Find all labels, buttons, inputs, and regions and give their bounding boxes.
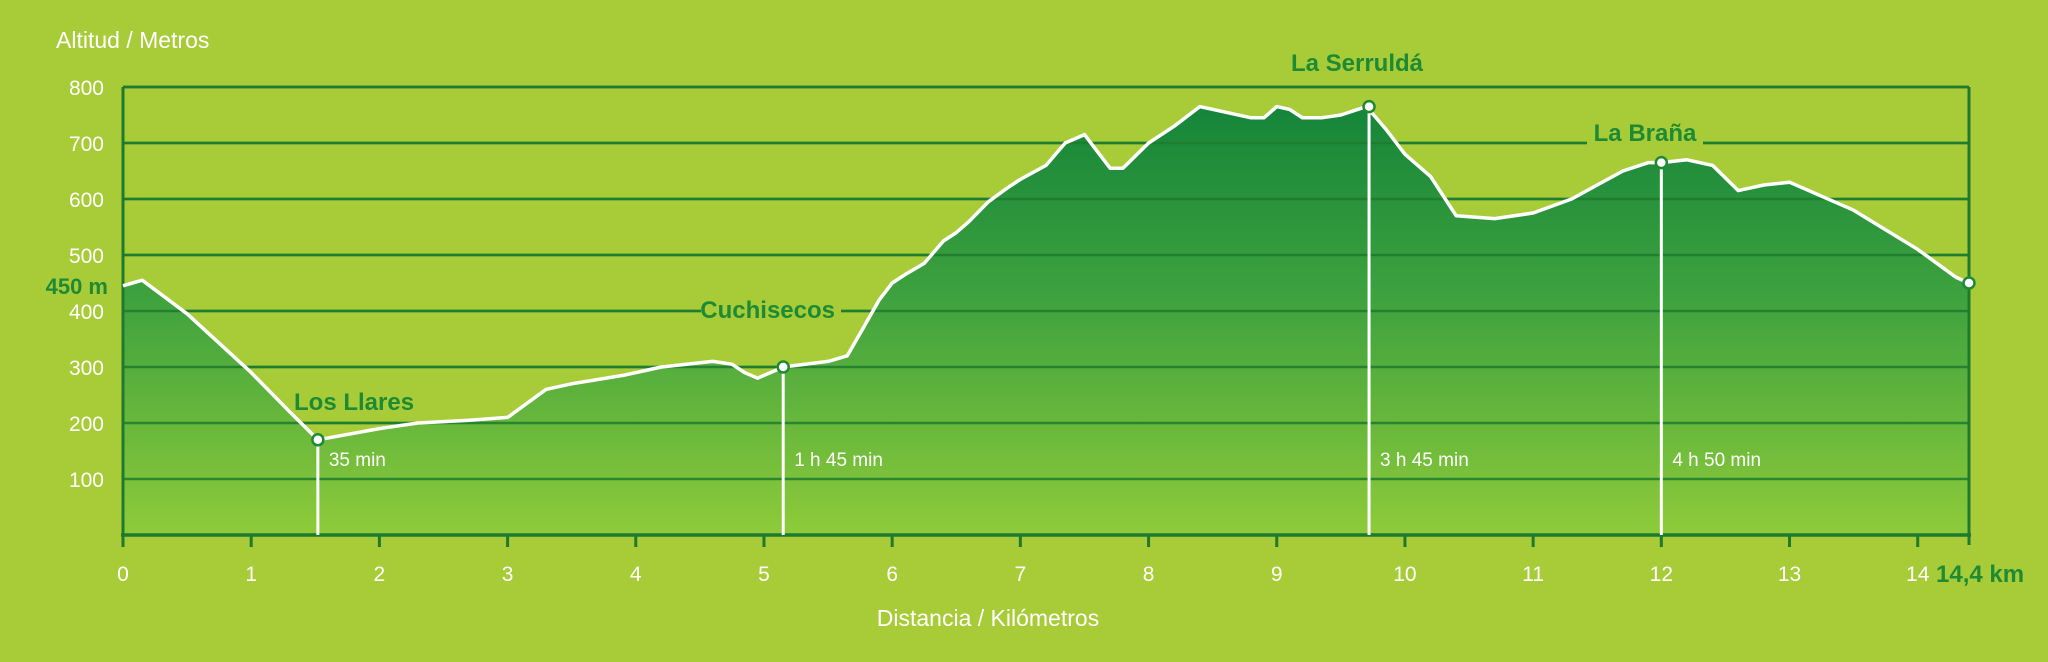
waypoint-time: 3 h 45 min	[1380, 450, 1469, 471]
x-tick-label: 10	[1393, 563, 1416, 586]
y-tick-label: 200	[69, 413, 104, 436]
x-tick-label: 7	[1015, 563, 1027, 586]
y-tick-label: 100	[69, 469, 104, 492]
x-tick-label: 8	[1143, 563, 1155, 586]
y-tick-label: 700	[69, 133, 104, 156]
x-tick-labels: 0 1 2 3 4 5 6 7 8 9 10 11 12 13 14	[117, 563, 1930, 586]
waypoint-label-backdrop	[1587, 119, 1703, 149]
x-tick-label: 1	[245, 563, 257, 586]
waypoint-marker	[776, 360, 790, 374]
waypoint-time: 4 h 50 min	[1672, 450, 1761, 471]
x-tick-label: 9	[1271, 563, 1283, 586]
waypoint-marker	[311, 433, 325, 447]
waypoint-marker	[1654, 155, 1669, 170]
waypoint-name: La Serruldá	[1291, 50, 1424, 77]
waypoint-time: 35 min	[329, 450, 386, 471]
x-tick-label: 2	[374, 563, 386, 586]
x-tick-label: 11	[1522, 563, 1544, 586]
end-distance-label: 14,4 km	[1936, 561, 2024, 588]
waypoints: Los Llares 35 min Cuchisecos 1 h 45 min La S…	[294, 50, 1976, 535]
elevation-line	[122, 104, 1970, 442]
y-tick-labels: 100 200 300 400 500 600 700 800	[69, 77, 104, 492]
x-axis-title: Distancia / Kilómetros	[877, 605, 1099, 631]
waypoint-name: La Braña	[1594, 120, 1697, 147]
end-point-marker	[1962, 276, 1976, 290]
y-tick-label: 800	[69, 77, 104, 100]
waypoint-marker	[1362, 99, 1376, 114]
waypoint-time: 1 h 45 min	[794, 450, 883, 471]
y-tick-label: 500	[69, 245, 104, 268]
y-tick-label: 600	[69, 189, 104, 212]
x-tick-label: 12	[1650, 563, 1673, 586]
waypoint-name: Cuchisecos	[700, 297, 835, 324]
x-tick-label: 5	[758, 563, 770, 586]
x-tick-label: 4	[630, 563, 642, 586]
x-tick-label: 13	[1778, 563, 1801, 586]
x-tick-label: 3	[502, 563, 514, 586]
y-tick-label: 300	[69, 357, 104, 380]
x-tick-label: 0	[117, 563, 129, 586]
x-tick-label: 6	[886, 563, 898, 586]
y-tick-label: 400	[69, 301, 104, 324]
waypoint-name: Los Llares	[294, 389, 414, 416]
y-axis-title: Altitud / Metros	[56, 27, 209, 53]
elevation-area	[123, 106, 1969, 535]
x-tick-label: 14	[1906, 563, 1930, 586]
waypoint-label-backdrop	[701, 296, 841, 326]
start-altitude-label: 450 m	[46, 274, 108, 299]
